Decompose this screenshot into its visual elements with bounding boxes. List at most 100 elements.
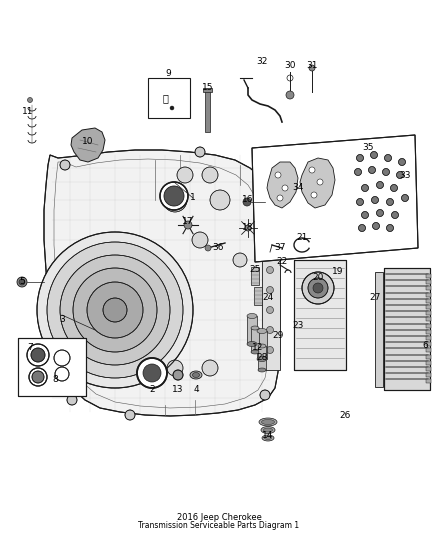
Ellipse shape — [262, 435, 274, 441]
Circle shape — [266, 327, 273, 334]
Bar — [254, 287, 262, 305]
Circle shape — [202, 167, 218, 183]
Circle shape — [54, 350, 70, 366]
Polygon shape — [252, 135, 418, 262]
Circle shape — [170, 106, 174, 110]
Ellipse shape — [192, 373, 199, 377]
Text: 37: 37 — [274, 244, 286, 253]
Bar — [426, 280, 431, 284]
Circle shape — [27, 344, 49, 366]
Text: 34: 34 — [292, 183, 304, 192]
Circle shape — [173, 370, 183, 380]
Bar — [294, 260, 346, 370]
Bar — [384, 268, 430, 390]
Circle shape — [358, 224, 365, 231]
Circle shape — [253, 157, 263, 167]
Ellipse shape — [261, 419, 275, 424]
Circle shape — [28, 98, 32, 102]
Text: 24: 24 — [262, 294, 274, 303]
Bar — [18, 338, 86, 396]
Circle shape — [73, 268, 157, 352]
Circle shape — [192, 232, 208, 248]
Circle shape — [368, 166, 375, 174]
Circle shape — [55, 367, 69, 381]
Circle shape — [277, 195, 283, 201]
Polygon shape — [267, 162, 298, 208]
Bar — [426, 336, 431, 340]
Circle shape — [402, 195, 409, 201]
Circle shape — [163, 188, 187, 212]
Bar — [251, 328, 259, 352]
Circle shape — [309, 167, 315, 173]
Circle shape — [202, 360, 218, 376]
Text: 21: 21 — [297, 233, 307, 243]
Circle shape — [195, 147, 205, 157]
Circle shape — [125, 410, 135, 420]
Circle shape — [396, 172, 403, 179]
Circle shape — [266, 227, 273, 233]
Polygon shape — [44, 150, 280, 416]
Text: 25: 25 — [249, 265, 261, 274]
Circle shape — [164, 186, 184, 206]
Bar — [262, 215, 280, 370]
Circle shape — [377, 182, 384, 189]
Circle shape — [386, 224, 393, 231]
Bar — [426, 293, 431, 296]
Circle shape — [60, 160, 70, 170]
Text: 15: 15 — [202, 84, 214, 93]
Text: 31: 31 — [306, 61, 318, 69]
Circle shape — [361, 184, 368, 191]
Bar — [426, 299, 431, 303]
Bar — [426, 324, 431, 328]
Circle shape — [177, 167, 193, 183]
Text: 2016 Jeep Cherokee: 2016 Jeep Cherokee — [177, 513, 261, 522]
Text: 8: 8 — [52, 376, 58, 384]
Circle shape — [245, 225, 251, 231]
Bar — [247, 316, 257, 344]
Text: 32: 32 — [256, 58, 268, 67]
Bar — [426, 373, 431, 377]
Text: 6: 6 — [422, 341, 428, 350]
Circle shape — [317, 179, 323, 185]
Ellipse shape — [251, 350, 259, 354]
Circle shape — [37, 232, 193, 388]
Circle shape — [377, 209, 384, 216]
Ellipse shape — [257, 357, 267, 361]
Ellipse shape — [247, 342, 257, 346]
Circle shape — [137, 358, 167, 388]
Circle shape — [385, 155, 392, 161]
Circle shape — [32, 371, 44, 383]
Circle shape — [103, 298, 127, 322]
Ellipse shape — [264, 428, 272, 432]
Text: 27: 27 — [369, 294, 381, 303]
Bar — [426, 361, 431, 365]
Bar — [203, 88, 212, 92]
Text: 17: 17 — [182, 217, 194, 227]
Bar — [205, 90, 210, 132]
Circle shape — [311, 192, 317, 198]
Circle shape — [60, 255, 170, 365]
Circle shape — [361, 212, 368, 219]
Circle shape — [266, 246, 273, 254]
Circle shape — [371, 197, 378, 204]
Circle shape — [382, 168, 389, 175]
Text: 🔧: 🔧 — [162, 93, 168, 103]
Circle shape — [392, 212, 399, 219]
Circle shape — [143, 364, 161, 382]
Bar — [384, 268, 430, 390]
Circle shape — [160, 182, 188, 210]
Bar — [426, 367, 431, 371]
Ellipse shape — [251, 326, 259, 330]
Text: Transmission Serviceable Parts Diagram 1: Transmission Serviceable Parts Diagram 1 — [138, 521, 300, 530]
Circle shape — [266, 287, 273, 294]
Circle shape — [386, 198, 393, 206]
Text: 18: 18 — [242, 223, 254, 232]
Bar — [375, 272, 383, 387]
Circle shape — [205, 245, 211, 251]
Ellipse shape — [190, 371, 202, 379]
Circle shape — [391, 184, 398, 191]
Text: 23: 23 — [292, 320, 304, 329]
Text: 12: 12 — [252, 343, 264, 352]
Text: 30: 30 — [284, 61, 296, 69]
Circle shape — [372, 222, 379, 230]
